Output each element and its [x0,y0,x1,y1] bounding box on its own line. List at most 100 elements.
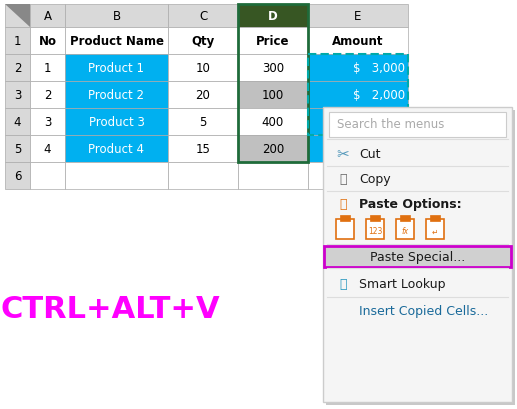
Bar [30,136,65,163]
Bar [168,55,238,82]
Text: $   2,000: $ 2,000 [353,89,405,102]
Bar [238,136,308,163]
Bar [168,5,238,28]
Bar [308,28,408,55]
Text: ✂: ✂ [337,147,349,162]
Text: 📋: 📋 [339,198,347,211]
Bar [238,5,308,28]
Bar [5,55,30,82]
Bar [65,163,168,189]
Bar [308,5,408,28]
Bar [238,5,308,163]
Bar [5,136,30,163]
Text: C: C [199,10,207,23]
Text: 100: 100 [262,89,284,102]
Bar [65,136,168,163]
Text: Insert Copied Cells...: Insert Copied Cells... [359,305,488,318]
Bar [168,82,238,109]
Text: 1: 1 [14,35,21,48]
Text: 📋: 📋 [339,173,347,186]
Bar [308,82,408,109]
Bar [168,136,238,163]
Text: CTRL+ALT+V: CTRL+ALT+V [0,295,220,324]
Bar [238,28,308,55]
Bar [238,109,308,136]
Text: Amount: Amount [332,35,384,48]
Text: $   2,000: $ 2,000 [353,116,405,129]
Bar [238,163,308,189]
Bar [426,220,444,239]
Text: 10: 10 [195,62,210,75]
Bar [238,55,308,82]
Bar [336,220,354,239]
Text: 200: 200 [262,143,284,155]
Text: 2: 2 [44,89,51,102]
Text: 400: 400 [262,116,284,129]
Bar [5,163,30,189]
Text: $   3,000: $ 3,000 [353,143,405,155]
Bar [65,55,168,82]
Bar [30,163,65,189]
Bar [308,55,408,136]
Text: 3: 3 [44,116,51,129]
Text: fx: fx [401,227,408,236]
Bar [65,5,168,28]
Text: Product 1: Product 1 [88,62,144,75]
Bar [65,82,168,109]
Text: Product 4: Product 4 [88,143,144,155]
Text: 20: 20 [195,89,210,102]
Text: Paste Special...: Paste Special... [370,250,465,263]
Text: D: D [268,10,278,23]
Text: 4: 4 [44,143,51,155]
Text: 6: 6 [14,170,21,182]
Text: B: B [112,10,120,23]
Text: E: E [354,10,362,23]
Text: 3: 3 [14,89,21,102]
Bar [5,82,30,109]
Bar [308,109,408,136]
Text: 123: 123 [368,227,382,236]
Bar [65,109,168,136]
Text: 4: 4 [14,116,21,129]
Bar [30,28,65,55]
Text: 5: 5 [200,116,207,129]
Text: 1: 1 [44,62,51,75]
Text: 300: 300 [262,62,284,75]
Bar [30,5,65,28]
Bar [168,109,238,136]
Text: Product Name: Product Name [69,35,163,48]
Bar [324,246,511,267]
Text: Paste Options:: Paste Options: [359,198,462,211]
Text: Product 2: Product 2 [88,89,144,102]
Text: Search the menus: Search the menus [337,118,445,131]
Text: Copy: Copy [359,173,391,186]
Bar [5,28,30,55]
Text: 2: 2 [14,62,21,75]
Bar [400,216,410,221]
Text: 15: 15 [195,143,210,155]
Bar [30,82,65,109]
Bar [65,28,168,55]
Bar [238,82,308,109]
Bar [308,163,408,189]
Bar [326,111,515,405]
Text: Smart Lookup: Smart Lookup [359,278,446,291]
Text: 5: 5 [14,143,21,155]
Text: ↵: ↵ [432,227,438,236]
Bar [5,5,30,28]
Bar [430,216,440,221]
Bar [168,28,238,55]
Bar [370,216,380,221]
Text: Price: Price [256,35,290,48]
Bar [323,108,512,402]
Text: Cut: Cut [359,148,381,161]
Text: $   3,000: $ 3,000 [353,62,405,75]
Bar [308,55,408,82]
Bar [30,55,65,82]
Text: Qty: Qty [191,35,215,48]
Polygon shape [5,5,30,28]
Text: A: A [43,10,52,23]
Bar [308,136,408,163]
Bar [5,109,30,136]
Text: Product 3: Product 3 [88,116,144,129]
